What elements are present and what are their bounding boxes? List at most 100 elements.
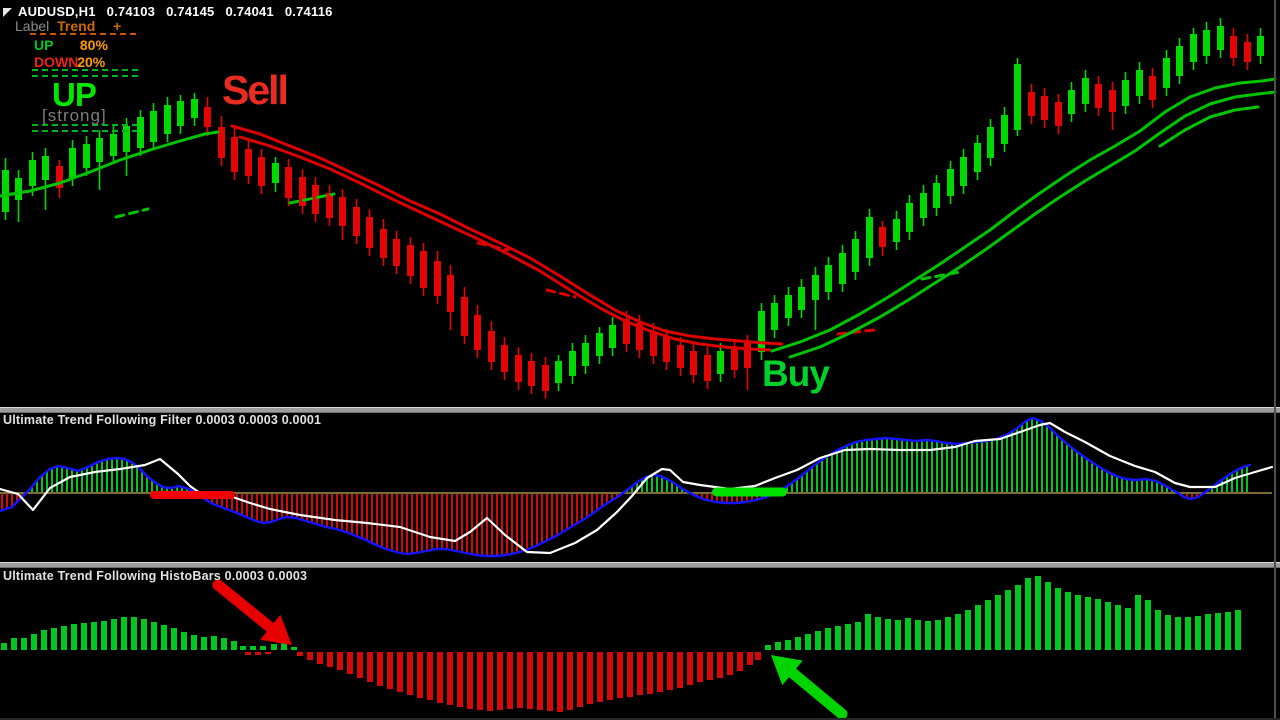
- histo-bar-up: [885, 619, 891, 650]
- candle-body: [785, 295, 792, 318]
- main-price-chart[interactable]: [0, 0, 1280, 407]
- histo-bar-down: [507, 652, 513, 709]
- histo-bar-up: [161, 625, 167, 650]
- histo-bar-up: [955, 614, 961, 650]
- candle-body: [947, 169, 954, 196]
- histo-bar-down: [527, 652, 533, 709]
- histo-bar-up: [1135, 595, 1141, 650]
- candle-body: [960, 157, 967, 186]
- candle-body: [596, 333, 603, 356]
- histo-bar-up: [281, 642, 287, 650]
- candle-body: [164, 105, 171, 134]
- candle-body: [326, 193, 333, 218]
- candle-body: [677, 345, 684, 368]
- candle-body: [582, 343, 589, 366]
- panel-separator-1[interactable]: [0, 407, 1280, 413]
- histo-bar-down: [627, 652, 633, 697]
- candle-body: [758, 311, 765, 352]
- candle-body: [1041, 96, 1048, 120]
- green-dashed-divider-bottom: [32, 124, 138, 132]
- histo-bar-up: [1125, 608, 1131, 650]
- candle-body: [825, 265, 832, 292]
- histobars-indicator-panel[interactable]: [0, 568, 1280, 718]
- candle-body: [447, 275, 454, 312]
- candle-body: [420, 251, 427, 288]
- histo-bar-down: [707, 652, 713, 680]
- candle-body: [636, 323, 643, 350]
- buy-signal-capsule: [712, 487, 787, 497]
- histo-bar-up: [1155, 610, 1161, 650]
- candle-body: [191, 99, 198, 118]
- candle-body: [812, 275, 819, 300]
- histo-bar-up: [875, 617, 881, 650]
- histo-bar-up: [151, 622, 157, 650]
- arrow-head: [771, 655, 803, 686]
- symbol-flag-icon[interactable]: [3, 8, 12, 17]
- histo-bar-up: [825, 628, 831, 650]
- candle-body: [1257, 36, 1264, 56]
- histo-bar-up: [965, 610, 971, 650]
- histo-bar-down: [357, 652, 363, 678]
- panel-separator-2[interactable]: [0, 562, 1280, 568]
- histo-bar-up: [915, 620, 921, 650]
- candle-body: [96, 138, 103, 162]
- histo-bar-down: [307, 652, 313, 660]
- histo-bar-up: [171, 628, 177, 650]
- histo-bar-down: [547, 652, 553, 711]
- filter-indicator-panel[interactable]: [0, 413, 1280, 562]
- histo-bar-down: [617, 652, 623, 698]
- histo-bar-up: [1215, 613, 1221, 650]
- candle-body: [1001, 115, 1008, 144]
- candle-body: [569, 351, 576, 376]
- green-trend-right-third: [1158, 105, 1260, 148]
- candle-body: [609, 325, 616, 348]
- green-dash-right: [920, 270, 962, 281]
- price-high: 0.74145: [166, 4, 215, 19]
- histo-bar-up: [71, 624, 77, 650]
- candle-body: [1230, 36, 1237, 58]
- candle-body: [110, 134, 117, 156]
- histo-bar-up: [905, 618, 911, 650]
- price-close: 0.74116: [284, 4, 333, 19]
- candle-body: [56, 166, 63, 188]
- histo-bar-up: [1035, 576, 1041, 650]
- histo-bar-down: [737, 652, 743, 671]
- histo-bar-up: [1195, 616, 1201, 650]
- candle-body: [1190, 34, 1197, 62]
- red-trend-lower: [238, 135, 772, 352]
- histo-bar-up: [925, 621, 931, 650]
- arrow-head: [260, 614, 292, 645]
- histo-bar-down: [587, 652, 593, 704]
- histo-bar-down: [487, 652, 493, 711]
- histo-bar-up: [61, 626, 67, 650]
- trend-widget-label: Label: [15, 18, 50, 34]
- histo-bar-down: [265, 652, 271, 654]
- candle-body: [393, 239, 400, 266]
- candle-body: [1136, 70, 1143, 96]
- histo-bar-down: [255, 652, 261, 655]
- histo-bar-up: [111, 619, 117, 650]
- histo-bar-up: [1115, 605, 1121, 650]
- histo-bar-up: [975, 605, 981, 650]
- histo-bar-down: [677, 652, 683, 688]
- histo-bar-up: [1225, 612, 1231, 650]
- histo-bar-down: [397, 652, 403, 692]
- candle-body: [1095, 84, 1102, 108]
- candle-body: [461, 297, 468, 336]
- trend-up-row: UP 80%: [34, 37, 108, 53]
- histo-bar-up: [141, 619, 147, 650]
- red-dash-2: [545, 288, 577, 299]
- candle-body: [906, 203, 913, 232]
- candle-body: [852, 239, 859, 272]
- candle-body: [650, 331, 657, 356]
- trend-widget-plus[interactable]: +: [113, 18, 122, 34]
- candle-body: [704, 355, 711, 381]
- histo-bar-down: [647, 652, 653, 694]
- histo-bar-up: [81, 623, 87, 650]
- candle-body: [272, 163, 279, 183]
- candle-body: [339, 197, 346, 226]
- histo-bar-down: [537, 652, 543, 710]
- candle-body: [83, 144, 90, 168]
- histo-bar-up: [1085, 597, 1091, 650]
- histo-bar-down: [497, 652, 503, 710]
